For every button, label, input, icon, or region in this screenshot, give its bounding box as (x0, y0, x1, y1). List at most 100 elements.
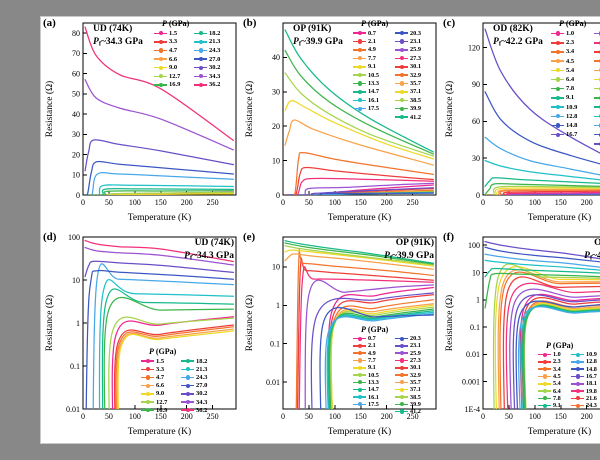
legend-item: 41.2 (395, 408, 437, 415)
legend-label: 9.1 (368, 364, 376, 371)
legend-swatch-dot (400, 65, 404, 69)
legend-swatch (551, 97, 564, 99)
y-tick-label: 0.01 (66, 405, 80, 414)
legend-swatch-dot (556, 133, 560, 137)
legend-item: 30.2 (181, 390, 221, 398)
legend-label: 27.3 (410, 55, 421, 62)
legend-swatch (353, 83, 366, 85)
legend-swatch (395, 338, 408, 340)
legend-swatch-dot (186, 359, 190, 363)
legend-swatch (395, 367, 408, 369)
legend-swatch (181, 393, 194, 395)
legend-label: 18.1 (586, 380, 597, 387)
legend-item: 24.3 (181, 373, 221, 381)
legend-label: 35.7 (410, 80, 421, 87)
panel-f: 0501001502002501E-40.0010.010.1110100Tem… (441, 231, 600, 444)
legend-swatch-dot (556, 123, 560, 127)
legend-label: 35.7 (410, 379, 421, 386)
legend-swatch (395, 116, 408, 118)
legend-swatch (551, 134, 564, 136)
x-tick-label: 0 (481, 198, 485, 207)
legend-item: 30.1 (395, 63, 437, 71)
legend-swatch (538, 390, 551, 392)
legend-swatch-dot (358, 366, 362, 370)
x-tick-label: 100 (529, 198, 541, 207)
legend-item: 38.5 (395, 393, 437, 400)
legend-swatch-dot (400, 115, 404, 119)
legend-item: 20.3 (395, 29, 437, 37)
pressure-value: ~42.2 GPa (501, 37, 543, 47)
legend-swatch (594, 134, 600, 136)
legend-swatch (551, 70, 564, 72)
legend-item: 39.9 (395, 401, 437, 408)
legend-swatch-dot (146, 400, 150, 404)
legend-label: 23.1 (410, 38, 421, 45)
legend-item: 1.0 (551, 29, 594, 38)
legend-column: 18.119.821.624.325.128.630.833.636.139.0… (594, 29, 600, 148)
legend-swatch-dot (400, 409, 404, 413)
y-tick-label: 10 (472, 268, 480, 277)
legend-item: 16.1 (353, 96, 395, 104)
y-tick-label: 0.1 (70, 362, 80, 371)
legend-swatch-dot (159, 40, 163, 44)
legend-item: 24.3 (194, 46, 234, 55)
legend-swatch (571, 368, 584, 370)
legend-swatch-dot (146, 392, 150, 396)
legend-swatch-dot (358, 373, 362, 377)
y-tick-label: 1 (476, 296, 480, 305)
legend-swatch-dot (199, 31, 203, 35)
legend-item: 3.3 (154, 38, 194, 47)
legend-swatch-dot (400, 395, 404, 399)
y-axis-title: Resistance (Ω) (44, 81, 55, 137)
legend-item: 45.1 (594, 130, 600, 139)
legend-label: 24.3 (209, 47, 220, 54)
legend-item: 14.7 (353, 88, 395, 96)
legend-swatch-dot (400, 31, 404, 35)
legend-item: 14.8 (571, 366, 600, 373)
legend-swatch (594, 88, 600, 90)
legend-swatch (551, 116, 564, 118)
y-tick-label: 80 (72, 29, 80, 38)
legend-item: 4.7 (141, 373, 181, 381)
legend-swatch-dot (576, 404, 580, 408)
legend-label: 27.0 (209, 56, 220, 63)
legend-swatch (594, 33, 600, 35)
panel-title: OD (82K)Pf~42.2 GPa (584, 237, 600, 265)
panel-label: (a) (43, 17, 56, 29)
x-tick-label: 0 (81, 198, 85, 207)
legend-item: 27.0 (181, 382, 221, 390)
pressure-final-label: Pf~42.2 GPa (493, 36, 543, 51)
y-axis-title: Resistance (Ω) (244, 295, 255, 351)
sample-label: OD (82K) (584, 237, 600, 250)
legend-label: 17.5 (368, 105, 379, 112)
legend-swatch (551, 51, 564, 53)
legend-swatch (141, 377, 154, 379)
legend-item: 33.6 (594, 93, 600, 102)
legend-item: 0.7 (353, 335, 395, 342)
x-tick-label: 150 (155, 198, 167, 207)
legend-swatch (538, 398, 551, 400)
legend-label: 6.4 (566, 76, 574, 83)
legend-item: 18.2 (181, 357, 221, 365)
legend-swatch-dot (556, 77, 560, 81)
legend-swatch (141, 401, 154, 403)
legend-item: 30.8 (594, 84, 600, 93)
legend-swatch-dot (543, 396, 547, 400)
legend-item: 36.2 (194, 81, 234, 90)
legend-swatch (181, 360, 194, 362)
legend-swatch-dot (556, 31, 560, 35)
y-tick-label: 0 (276, 191, 280, 200)
legend-swatch (154, 41, 167, 43)
curve-a-34.3 (85, 80, 233, 150)
legend-item: 16.9 (141, 406, 181, 414)
legend-item: 9.0 (141, 390, 181, 398)
legend-swatch-dot (543, 353, 547, 357)
legend-swatch (594, 51, 600, 53)
